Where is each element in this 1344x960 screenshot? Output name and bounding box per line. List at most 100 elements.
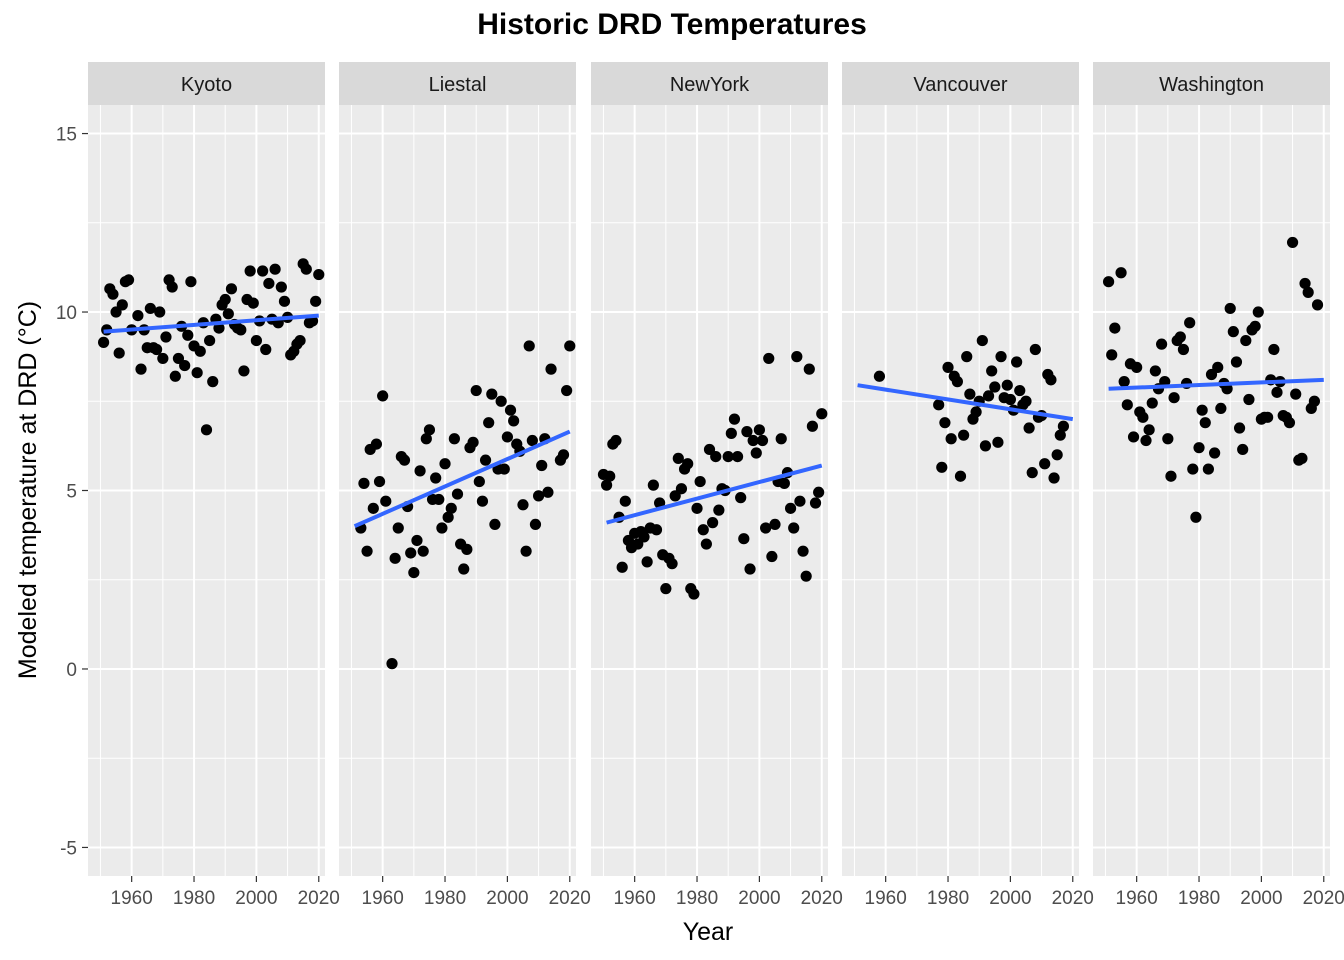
data-point [247,297,259,309]
x-tick-label: 2000 [1240,888,1282,909]
data-point [694,475,706,488]
data-point [263,277,275,290]
data-point [1051,449,1063,461]
data-point [641,556,653,568]
data-point [1109,322,1121,334]
data-point [1233,422,1246,434]
data-point [976,334,988,347]
data-point [498,463,510,475]
data-point [778,477,790,489]
data-point [979,440,992,452]
data-point [995,351,1007,363]
data-point [257,265,269,277]
data-point [1190,511,1202,523]
data-point [1020,395,1032,407]
data-point [1102,276,1115,288]
data-point [1168,392,1180,404]
data-point [213,322,225,334]
data-point [682,458,694,470]
facet-strip-label: Liestal [429,74,487,96]
data-point [520,545,532,557]
data-point [954,470,967,482]
data-point [1187,463,1199,475]
data-point [470,384,482,397]
data-point [697,524,709,536]
data-point [116,299,128,311]
data-point [1057,420,1070,432]
data-point [564,340,576,352]
data-point [1290,388,1302,400]
data-point [235,324,247,336]
data-point [1054,429,1066,441]
x-axis-title: Year [683,918,734,946]
data-point [1140,434,1152,447]
facet-strip-label: Washington [1159,74,1264,96]
data-point [1131,361,1143,373]
data-point [604,470,616,482]
data-point [313,268,325,281]
data-point [445,502,457,514]
data-point [536,459,548,472]
x-tick-label: 1960 [111,888,153,909]
data-point [1026,467,1038,479]
data-point [741,426,753,438]
x-tick-label: 2020 [1303,888,1344,909]
data-point [725,427,737,439]
data-point [1184,317,1196,329]
data-point [501,431,513,443]
data-point [182,329,194,341]
data-point [1014,384,1026,397]
data-point [207,376,219,388]
data-point [710,450,722,463]
data-point [461,543,473,555]
y-tick-label: 5 [66,482,77,503]
data-point [784,502,797,514]
data-point [420,433,432,445]
x-tick-label: 2020 [298,888,340,909]
data-point [647,479,659,491]
trend-line [857,383,1074,422]
data-point [970,406,982,418]
data-point [417,545,429,557]
facet-strip-label: Kyoto [181,74,232,96]
data-point [1224,302,1236,315]
data-point [735,492,747,504]
data-point [763,352,775,365]
trend-line [103,313,319,334]
data-point [557,449,570,461]
data-point [982,390,995,402]
data-point [753,424,765,436]
data-point [451,488,464,500]
data-point [1121,399,1133,411]
data-point [269,263,281,275]
data-point [386,658,398,670]
data-point [1311,299,1324,311]
data-point [476,495,489,507]
data-point [1029,343,1041,356]
data-point [222,308,234,320]
data-point [1011,356,1023,368]
data-point [132,309,144,322]
x-tick-label: 1980 [927,888,969,909]
data-point [1212,361,1224,373]
data-point [791,351,803,363]
data-point [1156,338,1168,350]
data-point [700,538,712,550]
data-point [638,531,650,543]
data-point [185,276,197,288]
data-point [1302,286,1314,298]
data-point [660,583,672,595]
data-point [1146,397,1158,409]
data-point [151,343,163,356]
x-tick-label: 1960 [1116,888,1158,909]
data-point [495,395,507,407]
data-point [794,495,806,507]
data-point [405,547,417,559]
data-point [545,363,557,375]
data-point [1230,356,1243,368]
data-point [1143,424,1155,436]
data-point [275,281,287,293]
data-point [300,263,312,275]
data-point [616,561,628,573]
